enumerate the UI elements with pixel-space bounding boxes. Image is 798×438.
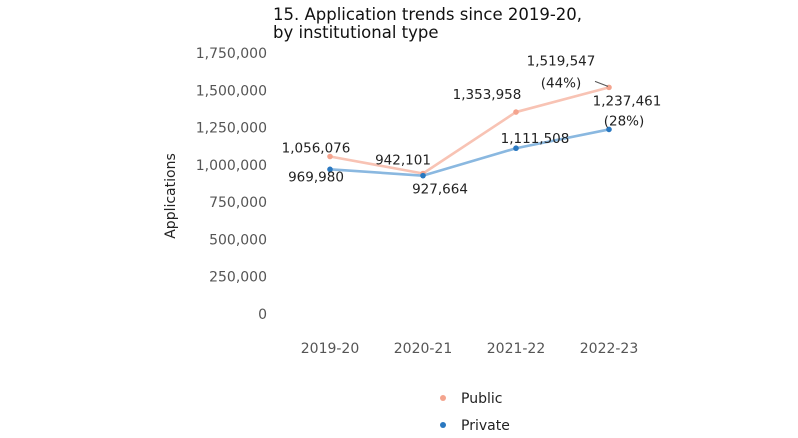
data-label-public: 1,056,076 [282, 140, 351, 156]
data-point-public [513, 109, 519, 115]
data-label-private: 1,237,461 [593, 93, 662, 109]
x-tick-label: 2021-22 [487, 341, 546, 357]
legend-label-private: Private [461, 418, 510, 434]
x-tick-label: 2019-20 [301, 341, 360, 357]
y-tick-label: 750,000 [209, 195, 267, 211]
data-label-private: 969,980 [288, 169, 344, 185]
change-label-public: (44%) [541, 75, 582, 91]
y-tick-label: 1,750,000 [196, 46, 267, 62]
y-tick-label: 250,000 [209, 270, 267, 286]
legend-label-public: Public [461, 391, 502, 407]
x-tick-label: 2020-21 [394, 341, 453, 357]
data-point-private [606, 126, 612, 133]
data-point-public [327, 153, 333, 160]
data-label-private: 1,111,508 [501, 131, 570, 147]
data-point-public [606, 84, 612, 91]
legend: Public Private [440, 391, 510, 434]
y-tick-label: 0 [258, 307, 267, 323]
leader-line [594, 80, 609, 87]
data-label-public: 1,519,547 [527, 53, 596, 69]
chart-title-line-1: 15. Application trends since 2019-20, [273, 5, 583, 24]
legend-marker-private [440, 422, 446, 428]
y-tick-label: 1,000,000 [196, 158, 267, 174]
series-line-private [328, 128, 611, 177]
legend-marker-public [440, 395, 446, 401]
x-axis: 2019-20 2020-21 2021-22 2022-23 [301, 341, 639, 357]
chart-title: 15. Application trends since 2019-20, by… [273, 6, 693, 42]
data-point-private [513, 145, 519, 152]
series-line-public [328, 86, 611, 175]
chart-title-line-2: by institutional type [273, 23, 439, 42]
y-tick-label: 1,250,000 [196, 121, 267, 137]
y-axis-label: Applications [163, 153, 179, 239]
series-layer [327, 84, 612, 179]
data-label-public: 942,101 [375, 152, 431, 168]
change-label-private: (28%) [604, 113, 645, 129]
y-tick-label: 500,000 [209, 232, 267, 248]
data-labels: 1,056,076 942,101 1,353,958 1,519,547 969,98… [282, 53, 662, 197]
y-tick-label: 1,500,000 [196, 83, 267, 99]
data-point-private [420, 172, 426, 179]
data-point-private [327, 166, 333, 173]
y-axis: 0 250,000 500,000 750,000 1,000,000 1,250,000… [196, 46, 267, 323]
x-tick-label: 2022-23 [580, 341, 639, 357]
data-label-public: 1,353,958 [453, 87, 522, 103]
data-label-private: 927,664 [412, 182, 468, 198]
